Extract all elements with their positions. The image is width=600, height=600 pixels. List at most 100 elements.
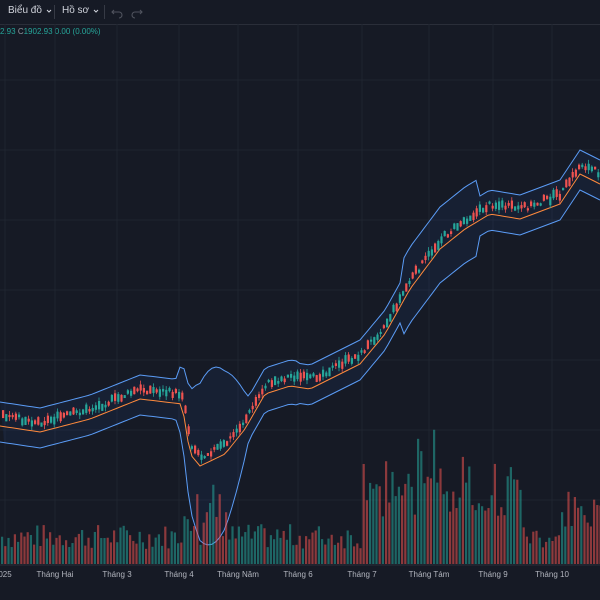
upper-band-line <box>0 149 600 409</box>
candle-body <box>306 372 309 381</box>
volume-bar <box>103 538 106 564</box>
undo-icon[interactable] <box>110 5 124 19</box>
candle-body <box>536 202 539 206</box>
volume-bar <box>132 540 135 564</box>
candle-body <box>24 416 27 425</box>
candle-body <box>98 401 101 410</box>
candle-body <box>405 283 408 292</box>
volume-bar <box>221 536 224 564</box>
volume-bar <box>228 539 231 564</box>
price-chart[interactable]: 025 Tháng Hai Tháng 3 Tháng 4 Tháng Năm Tháng… <box>0 24 600 600</box>
candle-body <box>184 405 187 414</box>
volume-bar <box>541 547 544 564</box>
candle-body <box>158 389 161 397</box>
volume-bar <box>596 505 599 564</box>
volume-bar <box>58 535 61 564</box>
chevron-down-icon <box>46 9 52 13</box>
volume-bar <box>177 543 180 564</box>
candle-body <box>27 418 30 422</box>
volume-bar <box>154 537 157 564</box>
candle-body <box>85 404 88 413</box>
candle-body <box>341 361 344 369</box>
volume-bar <box>461 456 464 564</box>
candle-body <box>530 201 533 207</box>
candle-body <box>344 355 347 364</box>
chart-grid <box>0 24 600 564</box>
volume-bar <box>189 530 192 564</box>
candle-body <box>514 206 517 211</box>
volume-bar <box>532 531 535 564</box>
volume-bar <box>484 510 487 564</box>
volume-bar <box>343 548 346 564</box>
candle-body <box>78 412 81 416</box>
volume-bar <box>353 546 356 564</box>
candle-body <box>187 426 190 435</box>
volume-bar <box>535 530 538 564</box>
volume-bar <box>74 537 77 564</box>
candle-body <box>597 172 600 178</box>
candle-body <box>165 389 168 397</box>
volume-bar <box>564 526 567 564</box>
candle-body <box>126 390 129 394</box>
candle-body <box>581 164 584 168</box>
candle-body <box>402 291 405 296</box>
volume-bar <box>503 515 506 564</box>
candle-body <box>72 407 75 415</box>
candle-body <box>104 404 107 408</box>
chart-menu[interactable]: Biểu đồ <box>8 5 52 16</box>
candle-body <box>331 365 334 368</box>
candle-body <box>149 385 152 394</box>
redo-icon[interactable] <box>130 5 144 19</box>
volume-bar <box>308 539 311 564</box>
volume-bar <box>516 479 519 564</box>
candle-body <box>469 215 472 221</box>
volume-bar <box>583 515 586 564</box>
candle-body <box>523 202 526 208</box>
lower-band-line <box>0 189 600 546</box>
volume-bar <box>135 543 138 564</box>
candle-body <box>101 403 104 411</box>
volume-bar <box>90 547 93 564</box>
candle-body <box>539 203 542 206</box>
candle-body <box>325 372 328 377</box>
candle-body <box>574 169 577 177</box>
volume-bar <box>116 542 119 564</box>
volume-bar <box>465 482 468 564</box>
candle-body <box>360 350 363 353</box>
volume-bar <box>4 546 7 564</box>
volume-bar <box>84 545 87 564</box>
volume-bar <box>429 478 432 564</box>
volume-bar <box>567 491 570 564</box>
volume-bar <box>474 510 477 564</box>
volume-bar <box>151 546 154 564</box>
volume-bar <box>433 429 436 564</box>
volume-bar <box>1 536 4 564</box>
candle-body <box>40 422 43 427</box>
volume-bar <box>589 526 592 564</box>
candle-body <box>245 414 248 423</box>
candle-body <box>251 405 254 410</box>
volume-bar <box>554 536 557 564</box>
candle-body <box>459 221 462 227</box>
candle-body <box>146 390 149 395</box>
volume-bar <box>404 483 407 564</box>
volume-bar <box>333 544 336 564</box>
profile-menu[interactable]: Hồ sơ <box>62 5 99 16</box>
candle-body <box>437 240 440 250</box>
candle-body <box>462 217 465 225</box>
candle-body <box>526 208 529 211</box>
volume-bar <box>129 535 132 564</box>
candle-body <box>286 374 289 378</box>
volume-bar <box>77 533 80 564</box>
candle-body <box>8 414 11 418</box>
volume-bar <box>500 507 503 564</box>
volume-bar <box>157 534 160 564</box>
volume-bar <box>375 484 378 564</box>
candle-body <box>254 396 257 406</box>
x-axis-label: Tháng Hai <box>37 570 74 579</box>
volume-bar <box>266 547 269 564</box>
toolbar-divider <box>54 5 55 19</box>
volume-bar <box>87 537 90 564</box>
candle-body <box>366 340 369 349</box>
volume-bar <box>295 544 298 564</box>
